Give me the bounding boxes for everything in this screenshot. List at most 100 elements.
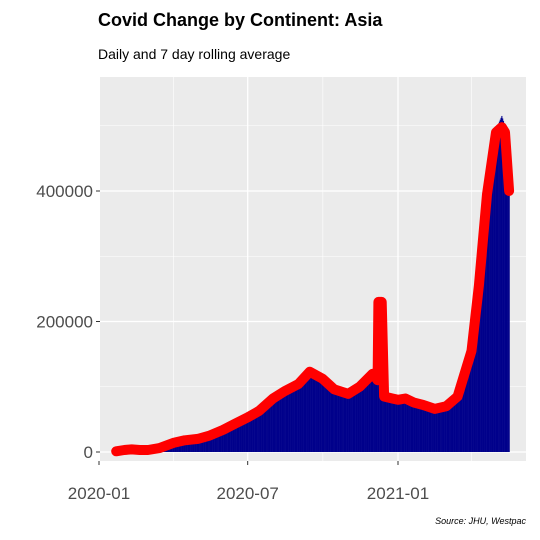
- daily-bar: [230, 426, 232, 452]
- daily-bar: [253, 413, 255, 452]
- daily-bar: [439, 408, 441, 452]
- daily-bar: [279, 393, 282, 452]
- daily-bar: [262, 407, 264, 452]
- daily-bar: [374, 376, 376, 452]
- daily-bar: [386, 397, 389, 452]
- daily-bar: [348, 393, 350, 452]
- daily-bar: [382, 394, 384, 452]
- daily-bar: [337, 390, 339, 452]
- daily-bar: [425, 406, 427, 452]
- daily-bar: [384, 396, 386, 452]
- daily-bar: [430, 407, 432, 452]
- daily-bar: [303, 377, 305, 452]
- daily-bar: [311, 372, 313, 452]
- daily-bar: [427, 406, 429, 452]
- daily-bar: [354, 389, 356, 452]
- daily-bar: [489, 168, 491, 452]
- daily-bar: [501, 115, 503, 453]
- daily-bar: [392, 398, 394, 452]
- daily-bar: [383, 396, 385, 452]
- daily-bar: [275, 396, 277, 452]
- daily-bar: [216, 432, 218, 452]
- daily-bar: [395, 399, 398, 452]
- daily-bar: [421, 404, 423, 452]
- daily-bar: [225, 428, 227, 452]
- daily-bar: [252, 414, 254, 452]
- daily-bar: [435, 409, 437, 452]
- daily-bar: [400, 399, 402, 452]
- daily-bar: [460, 385, 462, 452]
- daily-bar: [222, 429, 224, 452]
- daily-bar: [271, 399, 273, 452]
- daily-bar: [488, 179, 490, 453]
- daily-bar: [472, 333, 474, 452]
- daily-bar: [479, 273, 481, 452]
- y-tick-label: 400000: [36, 182, 93, 201]
- daily-bar: [191, 439, 193, 452]
- daily-bar: [232, 424, 234, 452]
- daily-bar: [278, 394, 280, 452]
- daily-bar: [419, 404, 421, 452]
- daily-bar: [276, 395, 278, 452]
- daily-bar: [228, 426, 230, 452]
- daily-bar: [256, 412, 258, 452]
- daily-bar: [498, 121, 500, 452]
- daily-bar: [242, 419, 244, 452]
- daily-bar: [220, 430, 222, 452]
- daily-bar: [493, 145, 495, 453]
- daily-bar: [344, 392, 346, 452]
- daily-bar: [274, 397, 276, 452]
- daily-bar: [229, 426, 231, 452]
- daily-bar: [440, 407, 442, 452]
- daily-bar: [388, 397, 390, 452]
- daily-bar: [462, 379, 464, 452]
- daily-bar: [315, 375, 317, 452]
- daily-bar: [508, 191, 510, 452]
- daily-bar: [404, 399, 406, 452]
- daily-bar: [428, 407, 430, 452]
- daily-bar: [338, 390, 340, 452]
- daily-bar: [293, 386, 295, 452]
- daily-bar: [317, 376, 319, 452]
- daily-bar: [415, 403, 417, 452]
- daily-bar: [371, 374, 373, 452]
- daily-bar: [423, 405, 425, 452]
- daily-bar: [485, 209, 487, 452]
- daily-bar: [239, 421, 241, 452]
- daily-bar: [266, 403, 268, 452]
- daily-bar: [495, 129, 497, 452]
- daily-bar: [215, 432, 217, 452]
- daily-bar: [297, 384, 299, 452]
- daily-bar: [269, 401, 271, 452]
- daily-bar: [418, 403, 420, 452]
- daily-bar: [452, 400, 454, 452]
- daily-bar: [193, 439, 195, 452]
- daily-bar: [270, 400, 272, 452]
- daily-bar: [499, 119, 501, 452]
- daily-bar: [448, 404, 450, 452]
- daily-bar: [281, 392, 283, 452]
- daily-bar: [284, 391, 286, 452]
- daily-bar: [429, 407, 431, 452]
- daily-bar: [217, 432, 219, 452]
- daily-bar: [261, 407, 264, 452]
- daily-bar: [333, 389, 335, 452]
- daily-bar: [221, 430, 223, 452]
- daily-bar: [243, 419, 245, 452]
- daily-bar: [179, 441, 181, 452]
- daily-bar: [467, 361, 469, 452]
- daily-bar: [389, 397, 391, 452]
- daily-bar: [489, 174, 491, 452]
- daily-bar: [393, 398, 395, 452]
- daily-bar: [360, 385, 362, 452]
- daily-bar: [206, 436, 208, 452]
- daily-bar: [449, 402, 451, 452]
- daily-bar: [208, 435, 210, 452]
- daily-bar: [263, 406, 265, 452]
- daily-bar: [239, 421, 241, 452]
- daily-bar: [341, 391, 343, 452]
- daily-bar: [491, 157, 493, 452]
- daily-bar: [490, 162, 492, 452]
- daily-bar: [507, 177, 509, 452]
- daily-bar: [337, 390, 340, 452]
